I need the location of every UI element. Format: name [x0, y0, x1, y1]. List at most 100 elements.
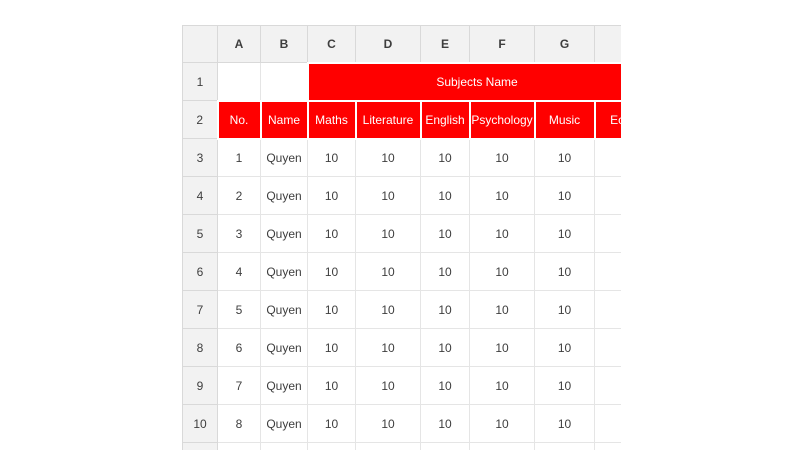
row-header-10[interactable]: 10: [182, 404, 218, 443]
cell-a1[interactable]: [217, 62, 261, 101]
cell-h6[interactable]: [594, 252, 621, 291]
field-header-name[interactable]: Name: [259, 99, 309, 140]
cell-e8[interactable]: 10: [420, 328, 470, 367]
field-header-psychology[interactable]: Psychology: [468, 99, 536, 140]
column-header-e[interactable]: E: [420, 25, 470, 63]
cell-d4[interactable]: 10: [355, 176, 421, 215]
column-header-d[interactable]: D: [355, 25, 421, 63]
cell-b8[interactable]: Quyen: [260, 328, 308, 367]
cell-e5[interactable]: 10: [420, 214, 470, 253]
column-header-clipped[interactable]: [594, 25, 621, 63]
cell-b10[interactable]: Quyen: [260, 404, 308, 443]
cell-a11[interactable]: [217, 442, 261, 450]
cell-a10[interactable]: 8: [217, 404, 261, 443]
cell-b3[interactable]: Quyen: [260, 138, 308, 177]
cell-f6[interactable]: 10: [469, 252, 535, 291]
cell-h3[interactable]: [594, 138, 621, 177]
cell-d10[interactable]: 10: [355, 404, 421, 443]
cell-f3[interactable]: 10: [469, 138, 535, 177]
cell-b4[interactable]: Quyen: [260, 176, 308, 215]
column-header-a[interactable]: A: [217, 25, 261, 63]
cell-d3[interactable]: 10: [355, 138, 421, 177]
cell-h8[interactable]: [594, 328, 621, 367]
cell-h4[interactable]: [594, 176, 621, 215]
cell-c5[interactable]: 10: [307, 214, 356, 253]
cell-b11[interactable]: [260, 442, 308, 450]
cell-e4[interactable]: 10: [420, 176, 470, 215]
cell-f7[interactable]: 10: [469, 290, 535, 329]
cell-e6[interactable]: 10: [420, 252, 470, 291]
cell-c11[interactable]: [307, 442, 356, 450]
cell-c6[interactable]: 10: [307, 252, 356, 291]
cell-a3[interactable]: 1: [217, 138, 261, 177]
column-header-c[interactable]: C: [307, 25, 356, 63]
cell-f11[interactable]: [469, 442, 535, 450]
cell-g11[interactable]: [534, 442, 595, 450]
field-header-literature[interactable]: Literature: [354, 99, 422, 140]
cell-c7[interactable]: 10: [307, 290, 356, 329]
cell-g3[interactable]: 10: [534, 138, 595, 177]
field-header-music[interactable]: Music: [533, 99, 596, 140]
cell-c10[interactable]: 10: [307, 404, 356, 443]
cell-d11[interactable]: [355, 442, 421, 450]
cell-f4[interactable]: 10: [469, 176, 535, 215]
cell-a4[interactable]: 2: [217, 176, 261, 215]
cell-f10[interactable]: 10: [469, 404, 535, 443]
cell-g5[interactable]: 10: [534, 214, 595, 253]
cell-h9[interactable]: [594, 366, 621, 405]
field-header-eco[interactable]: Eco: [593, 99, 621, 140]
cell-b7[interactable]: Quyen: [260, 290, 308, 329]
cell-d5[interactable]: 10: [355, 214, 421, 253]
cell-h7[interactable]: [594, 290, 621, 329]
cell-c9[interactable]: 10: [307, 366, 356, 405]
row-header-6[interactable]: 6: [182, 252, 218, 291]
row-header-2[interactable]: 2: [182, 100, 218, 139]
cell-d7[interactable]: 10: [355, 290, 421, 329]
cell-g7[interactable]: 10: [534, 290, 595, 329]
cell-c3[interactable]: 10: [307, 138, 356, 177]
cell-b5[interactable]: Quyen: [260, 214, 308, 253]
cell-g10[interactable]: 10: [534, 404, 595, 443]
field-header-no[interactable]: No.: [216, 99, 262, 140]
column-header-f[interactable]: F: [469, 25, 535, 63]
column-header-g[interactable]: G: [534, 25, 595, 63]
cell-b6[interactable]: Quyen: [260, 252, 308, 291]
row-header-8[interactable]: 8: [182, 328, 218, 367]
cell-a6[interactable]: 4: [217, 252, 261, 291]
cell-e3[interactable]: 10: [420, 138, 470, 177]
row-header-7[interactable]: 7: [182, 290, 218, 329]
cell-f8[interactable]: 10: [469, 328, 535, 367]
cell-a9[interactable]: 7: [217, 366, 261, 405]
cell-a5[interactable]: 3: [217, 214, 261, 253]
cell-g8[interactable]: 10: [534, 328, 595, 367]
cell-e10[interactable]: 10: [420, 404, 470, 443]
cell-g4[interactable]: 10: [534, 176, 595, 215]
cell-e7[interactable]: 10: [420, 290, 470, 329]
cell-a8[interactable]: 6: [217, 328, 261, 367]
field-header-maths[interactable]: Maths: [306, 99, 357, 140]
cell-h5[interactable]: [594, 214, 621, 253]
row-header-4[interactable]: 4: [182, 176, 218, 215]
cell-d6[interactable]: 10: [355, 252, 421, 291]
cell-h10[interactable]: [594, 404, 621, 443]
row-header-1[interactable]: 1: [182, 62, 218, 101]
cell-a7[interactable]: 5: [217, 290, 261, 329]
merged-subjects-name-cell[interactable]: Subjects Name: [306, 61, 621, 102]
select-all-corner[interactable]: [182, 25, 218, 63]
cell-d8[interactable]: 10: [355, 328, 421, 367]
row-header-3[interactable]: 3: [182, 138, 218, 177]
cell-f9[interactable]: 10: [469, 366, 535, 405]
cell-c4[interactable]: 10: [307, 176, 356, 215]
field-header-english[interactable]: English: [419, 99, 471, 140]
column-header-b[interactable]: B: [260, 25, 308, 63]
cell-e9[interactable]: 10: [420, 366, 470, 405]
cell-f5[interactable]: 10: [469, 214, 535, 253]
cell-g6[interactable]: 10: [534, 252, 595, 291]
cell-h11[interactable]: [594, 442, 621, 450]
row-header-5[interactable]: 5: [182, 214, 218, 253]
cell-d9[interactable]: 10: [355, 366, 421, 405]
row-header-11[interactable]: [182, 442, 218, 450]
cell-b9[interactable]: Quyen: [260, 366, 308, 405]
cell-e11[interactable]: [420, 442, 470, 450]
cell-g9[interactable]: 10: [534, 366, 595, 405]
